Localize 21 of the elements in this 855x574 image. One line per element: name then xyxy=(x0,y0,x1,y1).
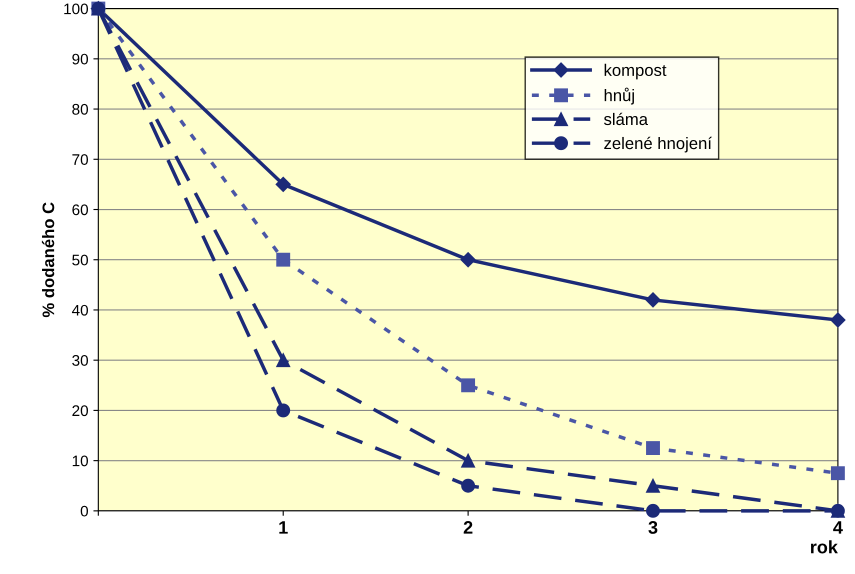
legend-label: hnůj xyxy=(604,88,634,105)
y-tick-label: 0 xyxy=(80,506,88,517)
x-axis-title: rok xyxy=(810,540,838,554)
legend-label: zelené hnojení xyxy=(604,136,712,152)
x-tick-label: 2 xyxy=(464,521,472,534)
y-tick-label: 30 xyxy=(72,355,88,366)
y-tick-label: 100 xyxy=(64,3,88,14)
legend-label: kompost xyxy=(604,64,666,80)
y-tick-label: 10 xyxy=(72,456,88,466)
y-axis-title: % dodaného C xyxy=(42,202,54,318)
y-tick-label: 50 xyxy=(72,254,88,266)
y-tick-label: 40 xyxy=(72,304,88,316)
legend-label: sláma xyxy=(604,112,648,126)
y-tick-label: 80 xyxy=(72,104,88,115)
x-tick-label: 4 xyxy=(833,521,843,534)
x-tick-label: 3 xyxy=(648,521,658,534)
y-tick-label: 90 xyxy=(72,54,88,65)
y-tick-label: 70 xyxy=(72,154,88,165)
x-tick-label: 1 xyxy=(279,521,288,534)
y-tick-label: 20 xyxy=(72,405,88,416)
y-tick-label: 60 xyxy=(72,204,88,216)
